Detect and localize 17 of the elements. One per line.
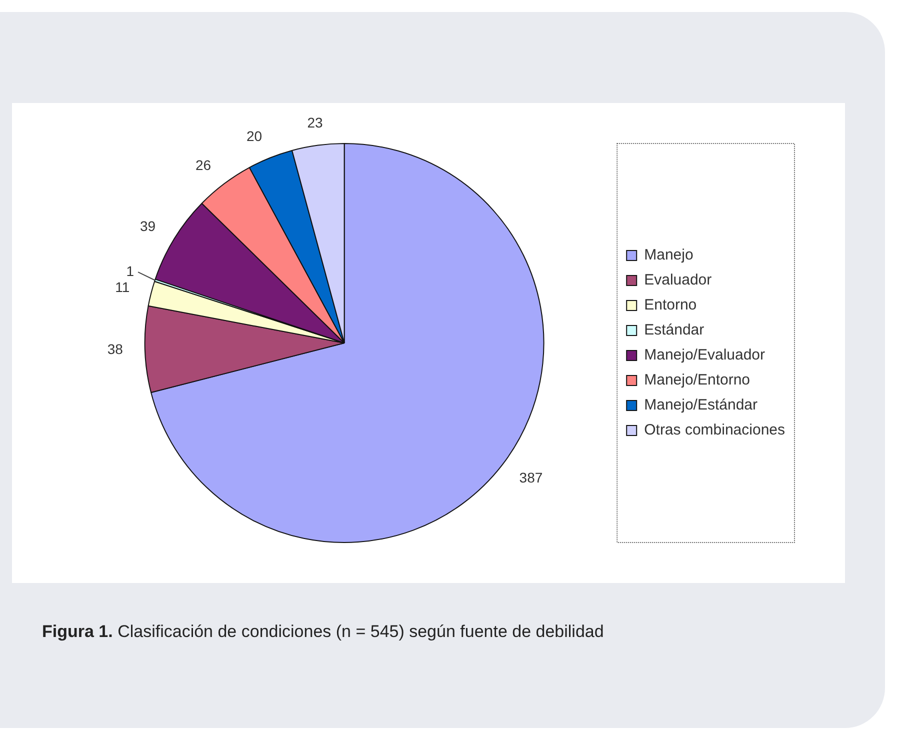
data-label: 39	[140, 218, 156, 234]
data-label: 387	[519, 470, 543, 486]
data-label: 23	[307, 114, 324, 130]
legend-label: Manejo/Evaluador	[644, 346, 766, 364]
data-label: 1	[126, 262, 134, 279]
legend-label: Manejo	[644, 246, 694, 264]
legend-label: Entorno	[644, 296, 697, 314]
legend-label: Manejo/Entorno	[644, 372, 750, 389]
text: Figura 1. Clasificación de condiciones (n = 545) según fuente de debilidad	[42, 622, 604, 642]
data-label: 20	[246, 128, 262, 144]
legend-label: Evaluador	[644, 272, 712, 289]
legend-label: Otras combinaciones	[644, 422, 786, 439]
data-label: 26	[195, 156, 212, 173]
data-label: 11	[115, 278, 130, 295]
legend-label: Estándar	[644, 322, 704, 339]
data-label: 38	[107, 340, 124, 357]
legend-label: Manejo/Estándar	[644, 396, 758, 414]
